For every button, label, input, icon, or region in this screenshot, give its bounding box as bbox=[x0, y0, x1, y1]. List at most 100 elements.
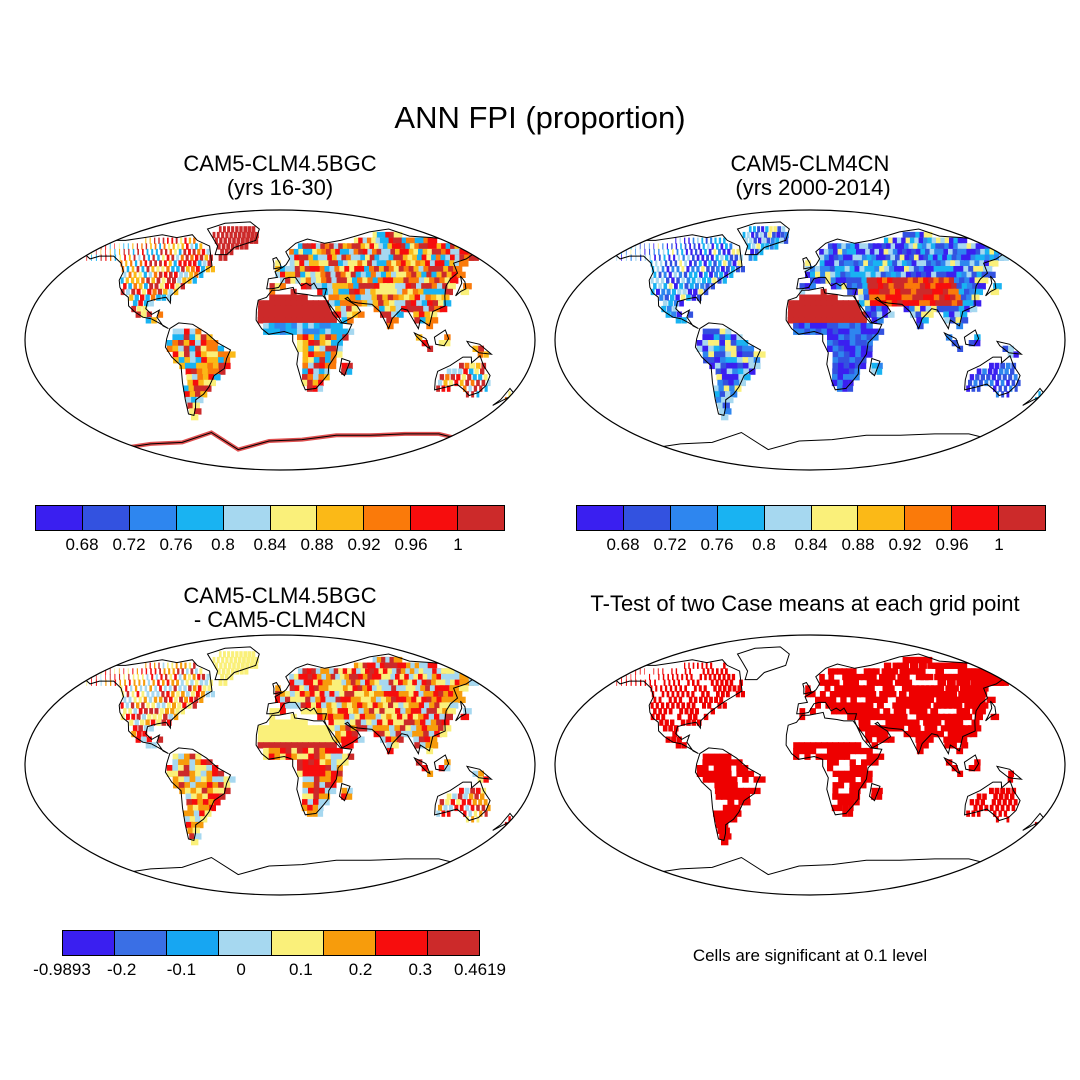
grid-cell bbox=[860, 322, 867, 330]
grid-cell bbox=[725, 340, 732, 347]
grid-cell bbox=[245, 662, 250, 669]
grid-cell bbox=[432, 300, 441, 307]
grid-cell bbox=[804, 742, 811, 749]
grid-cell bbox=[950, 685, 959, 692]
grid-cell bbox=[701, 254, 705, 261]
grid-cell bbox=[668, 283, 673, 290]
grid-cell bbox=[218, 226, 222, 233]
grid-cell bbox=[178, 765, 185, 772]
grid-cell bbox=[291, 311, 298, 318]
grid-cell bbox=[360, 668, 369, 675]
grid-cell bbox=[805, 271, 811, 278]
grid-cell bbox=[1013, 374, 1018, 381]
grid-cell bbox=[307, 725, 314, 732]
grid-cell bbox=[691, 277, 696, 284]
grid-cell bbox=[381, 673, 390, 681]
grid-cell bbox=[640, 254, 642, 261]
grid-cell bbox=[389, 283, 398, 290]
grid-cell bbox=[313, 685, 321, 692]
grid-cell bbox=[737, 685, 742, 692]
grid-cell bbox=[843, 357, 850, 364]
grid-cell bbox=[719, 328, 726, 335]
grid-cell bbox=[630, 243, 632, 250]
colorbar-swatch bbox=[577, 506, 624, 530]
grid-cell bbox=[325, 696, 332, 703]
grid-cell bbox=[218, 782, 225, 789]
grid-cell bbox=[1002, 345, 1009, 352]
grid-cell bbox=[727, 248, 731, 256]
grid-cell bbox=[324, 799, 330, 806]
grid-cell bbox=[971, 668, 981, 675]
grid-cell bbox=[444, 759, 451, 766]
grid-cell bbox=[402, 254, 412, 261]
grid-cell bbox=[681, 691, 685, 698]
grid-cell bbox=[338, 288, 346, 296]
grid-cell bbox=[200, 334, 207, 341]
grid-cell bbox=[374, 283, 382, 290]
grid-cell bbox=[280, 742, 287, 749]
grid-cell bbox=[798, 317, 805, 324]
grid-cell bbox=[308, 317, 315, 324]
grid-cell bbox=[918, 266, 927, 273]
grid-cell bbox=[195, 782, 203, 789]
grid-cell bbox=[911, 248, 920, 256]
grid-cell bbox=[969, 685, 979, 692]
grid-cell bbox=[411, 271, 420, 278]
coastline-madagascar bbox=[868, 782, 881, 802]
grid-cell bbox=[719, 753, 726, 760]
grid-cell bbox=[347, 243, 355, 250]
grid-cell bbox=[421, 679, 431, 686]
grid-cell bbox=[423, 730, 431, 738]
grid-cell bbox=[726, 396, 734, 404]
grid-cell bbox=[940, 283, 949, 290]
grid-cell bbox=[862, 708, 869, 715]
grid-cell bbox=[190, 787, 198, 795]
grid-cell bbox=[416, 300, 424, 307]
grid-cell bbox=[854, 742, 862, 749]
grid-cell bbox=[732, 260, 737, 267]
grid-cell bbox=[416, 696, 425, 703]
grid-cell bbox=[838, 334, 845, 341]
map-frame bbox=[554, 634, 1066, 896]
grid-cell bbox=[439, 305, 448, 313]
grid-cell bbox=[819, 691, 826, 698]
grid-cell bbox=[336, 759, 343, 766]
grid-cell bbox=[468, 368, 474, 375]
grid-cell bbox=[866, 679, 874, 686]
grid-cell bbox=[377, 702, 386, 709]
grid-cell bbox=[396, 696, 404, 703]
grid-cell bbox=[715, 368, 723, 375]
grid-cell bbox=[831, 379, 838, 387]
grid-cell bbox=[899, 254, 908, 261]
grid-cell bbox=[391, 685, 400, 692]
grid-cell bbox=[441, 696, 451, 703]
grid-cell bbox=[957, 237, 968, 244]
grid-cell bbox=[151, 277, 155, 284]
colorbar-label: 0.8 bbox=[211, 535, 235, 554]
grid-cell bbox=[890, 271, 899, 278]
grid-cell bbox=[316, 248, 324, 256]
grid-cell bbox=[904, 243, 912, 250]
grid-cell bbox=[178, 334, 185, 341]
grid-cell bbox=[414, 719, 423, 726]
grid-cell bbox=[873, 288, 881, 296]
grid-cell bbox=[280, 271, 286, 278]
grid-cell bbox=[836, 385, 843, 392]
grid-cell bbox=[673, 254, 676, 261]
grid-cell bbox=[893, 708, 901, 715]
grid-cell bbox=[391, 260, 400, 267]
grid-cell bbox=[308, 362, 314, 370]
colorbar-swatch bbox=[129, 506, 177, 530]
grid-cell bbox=[214, 237, 218, 244]
grid-cell bbox=[302, 776, 309, 783]
grid-cell bbox=[123, 668, 125, 675]
grid-cell bbox=[793, 317, 800, 324]
grid-cell bbox=[882, 260, 890, 267]
grid-cell bbox=[365, 679, 373, 686]
grid-cell bbox=[849, 765, 856, 772]
grid-cell bbox=[905, 271, 914, 278]
grid-cell bbox=[224, 248, 229, 256]
grid-cell bbox=[952, 673, 962, 681]
grid-cell bbox=[200, 776, 208, 783]
grid-cell bbox=[353, 237, 362, 244]
